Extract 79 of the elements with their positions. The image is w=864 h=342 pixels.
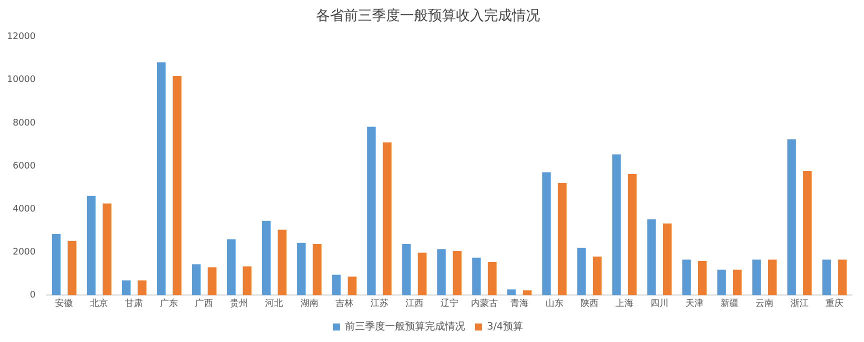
bar xyxy=(382,142,392,296)
x-tick-label: 上海 xyxy=(615,298,634,309)
bar xyxy=(52,234,61,296)
y-tick-label: 6000 xyxy=(12,161,36,172)
bar xyxy=(698,260,707,296)
x-tick-label: 重庆 xyxy=(825,298,844,309)
bar xyxy=(838,260,847,296)
x-tick-label: 山东 xyxy=(545,298,564,309)
bar xyxy=(122,280,131,296)
bar xyxy=(278,230,286,296)
bar xyxy=(662,223,672,296)
bar xyxy=(612,154,621,296)
bar xyxy=(472,258,481,296)
bar xyxy=(558,183,567,296)
x-tick-label: 甘肃 xyxy=(125,298,144,309)
bar xyxy=(418,252,427,296)
bar xyxy=(402,244,411,296)
x-tick-label: 陕西 xyxy=(580,298,598,309)
bar xyxy=(488,262,497,296)
x-tick-label: 青海 xyxy=(510,298,528,309)
bar xyxy=(522,290,532,296)
x-tick-label: 四川 xyxy=(650,298,668,309)
y-tick-label: 10000 xyxy=(6,75,36,86)
y-tick-label: 8000 xyxy=(12,118,36,128)
x-tick-label: 天津 xyxy=(685,298,704,309)
x-tick-label: 吉林 xyxy=(335,298,354,309)
legend-label: 前三季度一般预算完成情况 xyxy=(344,320,465,333)
bar xyxy=(437,249,446,296)
bar xyxy=(208,267,216,296)
bar xyxy=(242,266,252,296)
bar xyxy=(592,256,602,296)
chart-title: 各省前三季度一般预算收入完成情况 xyxy=(316,8,540,24)
bar xyxy=(787,139,796,296)
x-tick-label: 河北 xyxy=(265,298,284,309)
x-tick-label: 安徽 xyxy=(55,298,74,309)
x-tick-label: 北京 xyxy=(90,298,108,309)
bar xyxy=(752,260,761,296)
bar xyxy=(172,76,182,296)
bar xyxy=(68,240,76,296)
bar xyxy=(332,274,341,296)
bar xyxy=(262,220,271,296)
bar xyxy=(348,276,356,296)
bar xyxy=(577,248,586,296)
x-tick-label: 广西 xyxy=(195,298,214,309)
y-tick-label: 12000 xyxy=(6,32,36,42)
x-tick-label: 新疆 xyxy=(720,298,738,309)
bar xyxy=(628,174,637,296)
bar xyxy=(312,244,322,296)
x-tick-label: 江苏 xyxy=(370,298,388,309)
bar xyxy=(102,203,112,296)
legend-label: 3/4预算 xyxy=(486,320,524,333)
y-tick-label: 2000 xyxy=(12,247,36,258)
bar xyxy=(682,260,691,296)
y-tick-label: 0 xyxy=(30,290,36,301)
bar xyxy=(452,251,462,296)
bar xyxy=(367,126,376,296)
y-tick-label: 4000 xyxy=(12,204,36,214)
bar xyxy=(732,270,742,296)
bar xyxy=(822,260,831,296)
x-tick-label: 广东 xyxy=(160,298,178,309)
x-tick-label: 云南 xyxy=(755,298,774,309)
bar xyxy=(227,239,236,296)
x-tick-label: 湖南 xyxy=(300,298,318,309)
bar xyxy=(803,170,812,296)
bar xyxy=(156,62,166,296)
bar xyxy=(507,289,516,296)
bar xyxy=(647,219,656,296)
bar xyxy=(768,260,777,296)
x-tick-label: 浙江 xyxy=(790,298,808,309)
bar xyxy=(192,264,201,296)
bar xyxy=(542,172,551,296)
x-tick-label: 辽宁 xyxy=(440,298,458,309)
bar xyxy=(297,242,306,296)
bar xyxy=(138,280,146,296)
bar xyxy=(717,270,726,296)
x-tick-label: 江西 xyxy=(405,298,424,309)
x-tick-label: 内蒙古 xyxy=(470,298,498,309)
bar xyxy=(86,196,96,296)
x-tick-label: 贵州 xyxy=(230,298,248,309)
